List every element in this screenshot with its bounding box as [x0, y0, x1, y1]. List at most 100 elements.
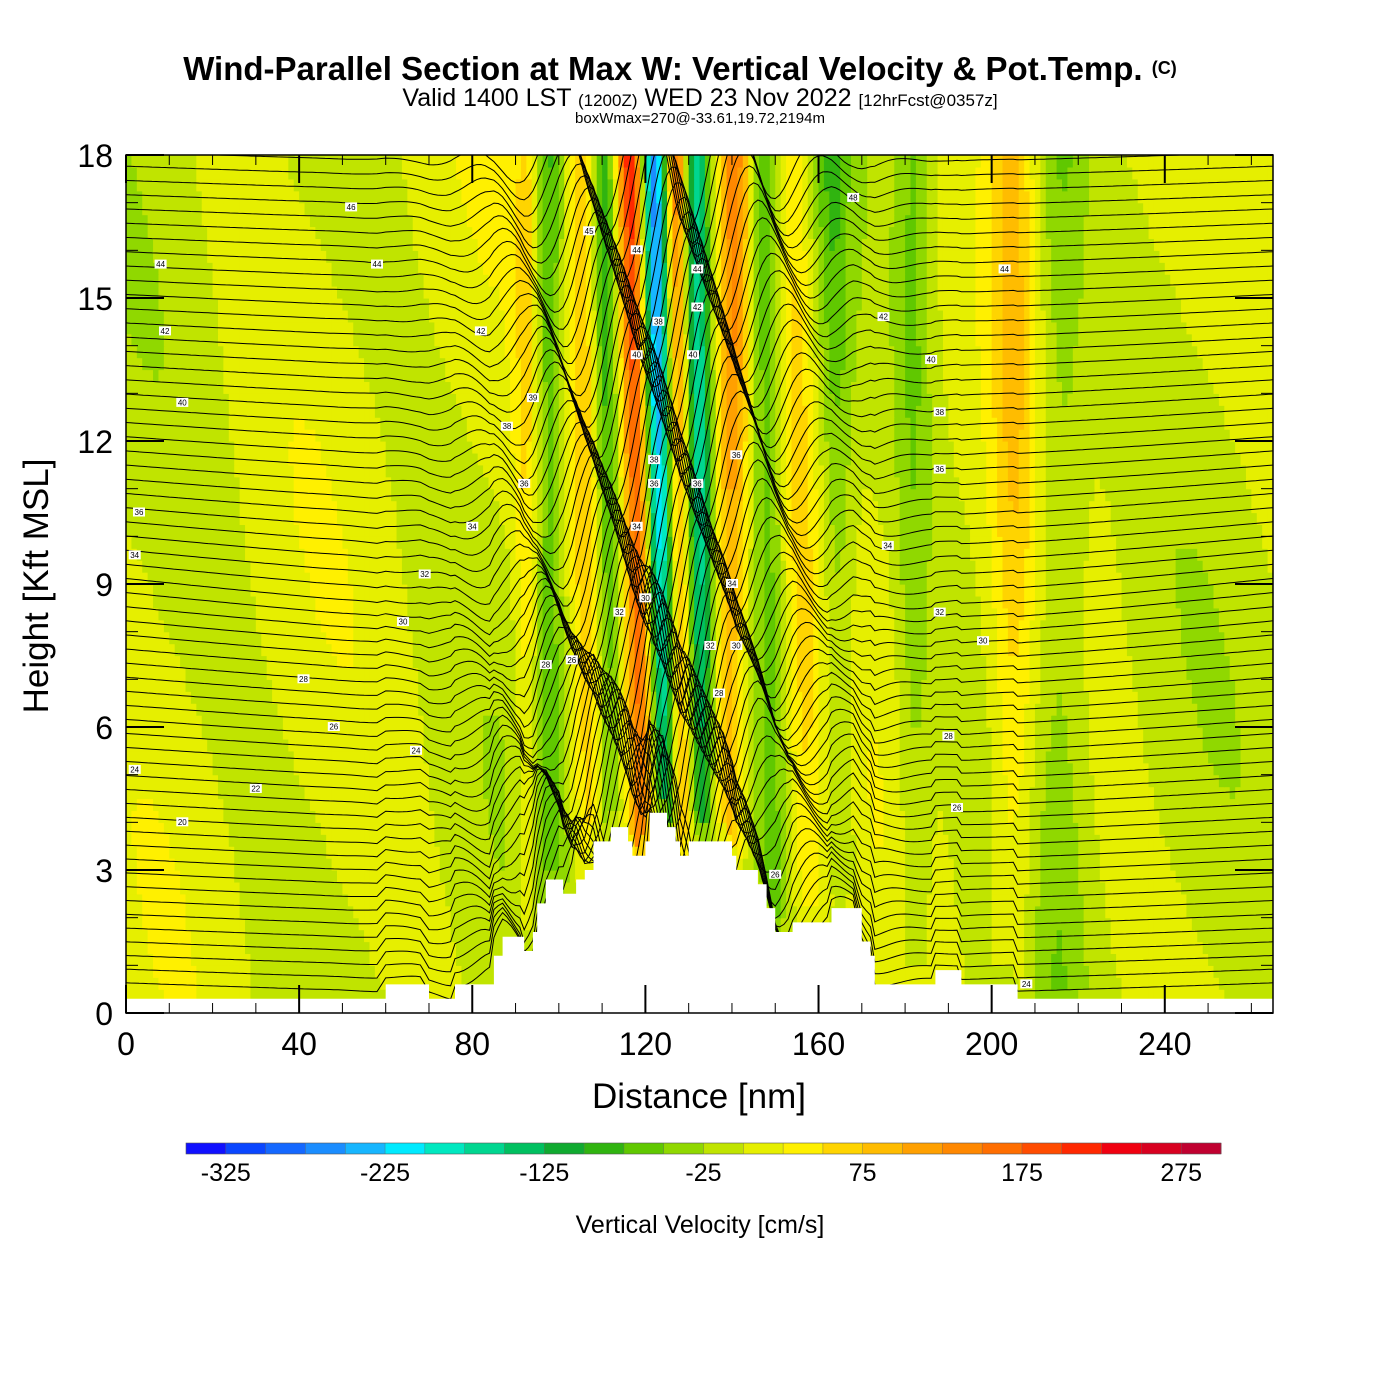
w-cell [293, 941, 300, 955]
w-cell [910, 762, 917, 776]
w-cell [932, 750, 939, 764]
w-cell [391, 727, 398, 740]
w-cell [721, 834, 728, 847]
w-cell [721, 727, 728, 740]
w-cell [212, 786, 219, 800]
w-cell [331, 834, 338, 847]
w-cell [1213, 917, 1220, 931]
w-cell [1083, 750, 1090, 764]
w-cell [169, 727, 176, 740]
w-cell [504, 929, 511, 943]
w-cell [450, 738, 457, 752]
w-cell [526, 822, 533, 835]
w-cell [180, 893, 187, 907]
w-cell [1067, 798, 1074, 812]
w-cell [196, 846, 203, 859]
w-cell [1153, 774, 1160, 788]
w-cell [1213, 977, 1220, 990]
w-cell [239, 822, 246, 835]
w-cell [207, 834, 214, 847]
w-cell [585, 798, 592, 812]
w-cell [959, 834, 966, 847]
w-cell [764, 727, 771, 740]
w-cell [791, 810, 798, 823]
w-cell [337, 738, 344, 752]
w-cell [342, 977, 349, 990]
w-cell [1018, 929, 1025, 943]
w-cell [1040, 893, 1047, 907]
w-cell [575, 810, 582, 823]
w-cell [391, 798, 398, 812]
w-cell [580, 750, 587, 764]
w-cell [748, 858, 755, 871]
w-cell [726, 786, 733, 800]
w-cell [1062, 989, 1069, 1002]
w-cell [1083, 881, 1090, 895]
w-cell [142, 750, 149, 764]
w-cell [515, 893, 522, 907]
w-cell [1218, 798, 1225, 812]
w-cell [1062, 762, 1069, 776]
w-cell [1191, 941, 1198, 955]
w-cell [1089, 989, 1096, 1002]
w-cell [217, 834, 224, 847]
w-cell [1235, 810, 1242, 823]
w-cell [126, 846, 133, 859]
w-cell [153, 858, 160, 871]
w-cell [867, 881, 874, 895]
w-cell [937, 810, 944, 823]
w-cell [872, 893, 879, 907]
w-cell [872, 846, 879, 859]
w-cell [964, 810, 971, 823]
w-cell [477, 893, 484, 907]
w-cell [180, 834, 187, 847]
w-cell [997, 953, 1004, 966]
w-cell [299, 798, 306, 812]
w-cell [212, 989, 219, 1002]
w-cell [1197, 738, 1204, 752]
w-cell [840, 798, 847, 812]
w-cell [1175, 965, 1182, 978]
w-cell [775, 762, 782, 776]
w-cell [926, 810, 933, 823]
w-cell [207, 727, 214, 740]
w-cell [1181, 798, 1188, 812]
w-cell [342, 870, 349, 883]
w-cell [942, 941, 949, 955]
w-cell [975, 917, 982, 931]
w-cell [239, 738, 246, 752]
w-cell [888, 822, 895, 835]
w-cell [1007, 905, 1014, 919]
w-cell [629, 798, 636, 812]
w-cell [158, 846, 165, 859]
w-cell [364, 965, 371, 978]
w-cell [1045, 858, 1052, 871]
w-cell [288, 929, 295, 943]
w-cell [964, 774, 971, 788]
w-cell [282, 846, 289, 859]
w-cell [937, 798, 944, 812]
w-cell [337, 858, 344, 871]
w-cell [991, 858, 998, 871]
w-cell [1143, 822, 1150, 835]
w-cell [986, 750, 993, 764]
w-cell [196, 917, 203, 931]
w-cell [472, 727, 479, 740]
w-cell [553, 870, 560, 883]
w-cell [385, 727, 392, 740]
w-cell [786, 846, 793, 859]
w-cell [201, 834, 208, 847]
w-cell [331, 858, 338, 871]
w-cell [1067, 846, 1074, 859]
w-cell [196, 858, 203, 871]
w-cell [607, 774, 614, 788]
w-cell [293, 905, 300, 919]
w-cell [223, 846, 230, 859]
w-cell [185, 798, 192, 812]
w-cell [526, 881, 533, 895]
w-cell [953, 881, 960, 895]
w-cell [483, 905, 490, 919]
w-cell [504, 810, 511, 823]
w-cell [326, 846, 333, 859]
w-cell [667, 786, 674, 800]
